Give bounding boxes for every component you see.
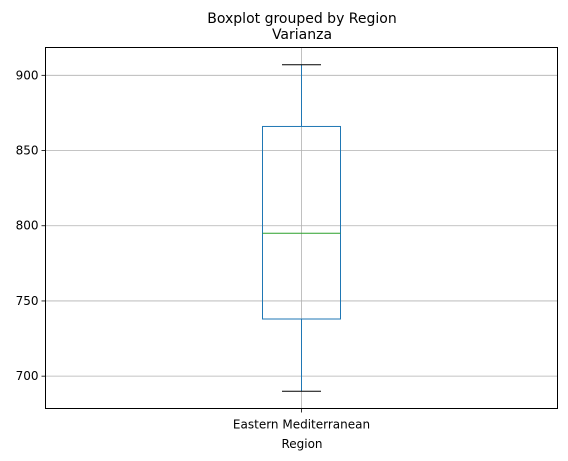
x-tick-label: Eastern Mediterranean bbox=[233, 418, 370, 432]
chart-title: Varianza bbox=[272, 27, 332, 43]
y-tick-label: 800 bbox=[16, 219, 39, 233]
x-axis-label: Region bbox=[281, 437, 322, 451]
y-tick-label: 850 bbox=[16, 144, 39, 158]
box-marks bbox=[262, 64, 341, 392]
iqr-box bbox=[262, 125, 341, 320]
axis-ticks: 700 750 800 850 900 Eastern Mediterranean bbox=[16, 68, 370, 431]
chart-suptitle: Boxplot grouped by Region bbox=[207, 11, 396, 27]
y-tick-label: 750 bbox=[16, 294, 39, 308]
y-tick-label: 900 bbox=[16, 68, 39, 82]
y-tick-label: 700 bbox=[16, 369, 39, 383]
